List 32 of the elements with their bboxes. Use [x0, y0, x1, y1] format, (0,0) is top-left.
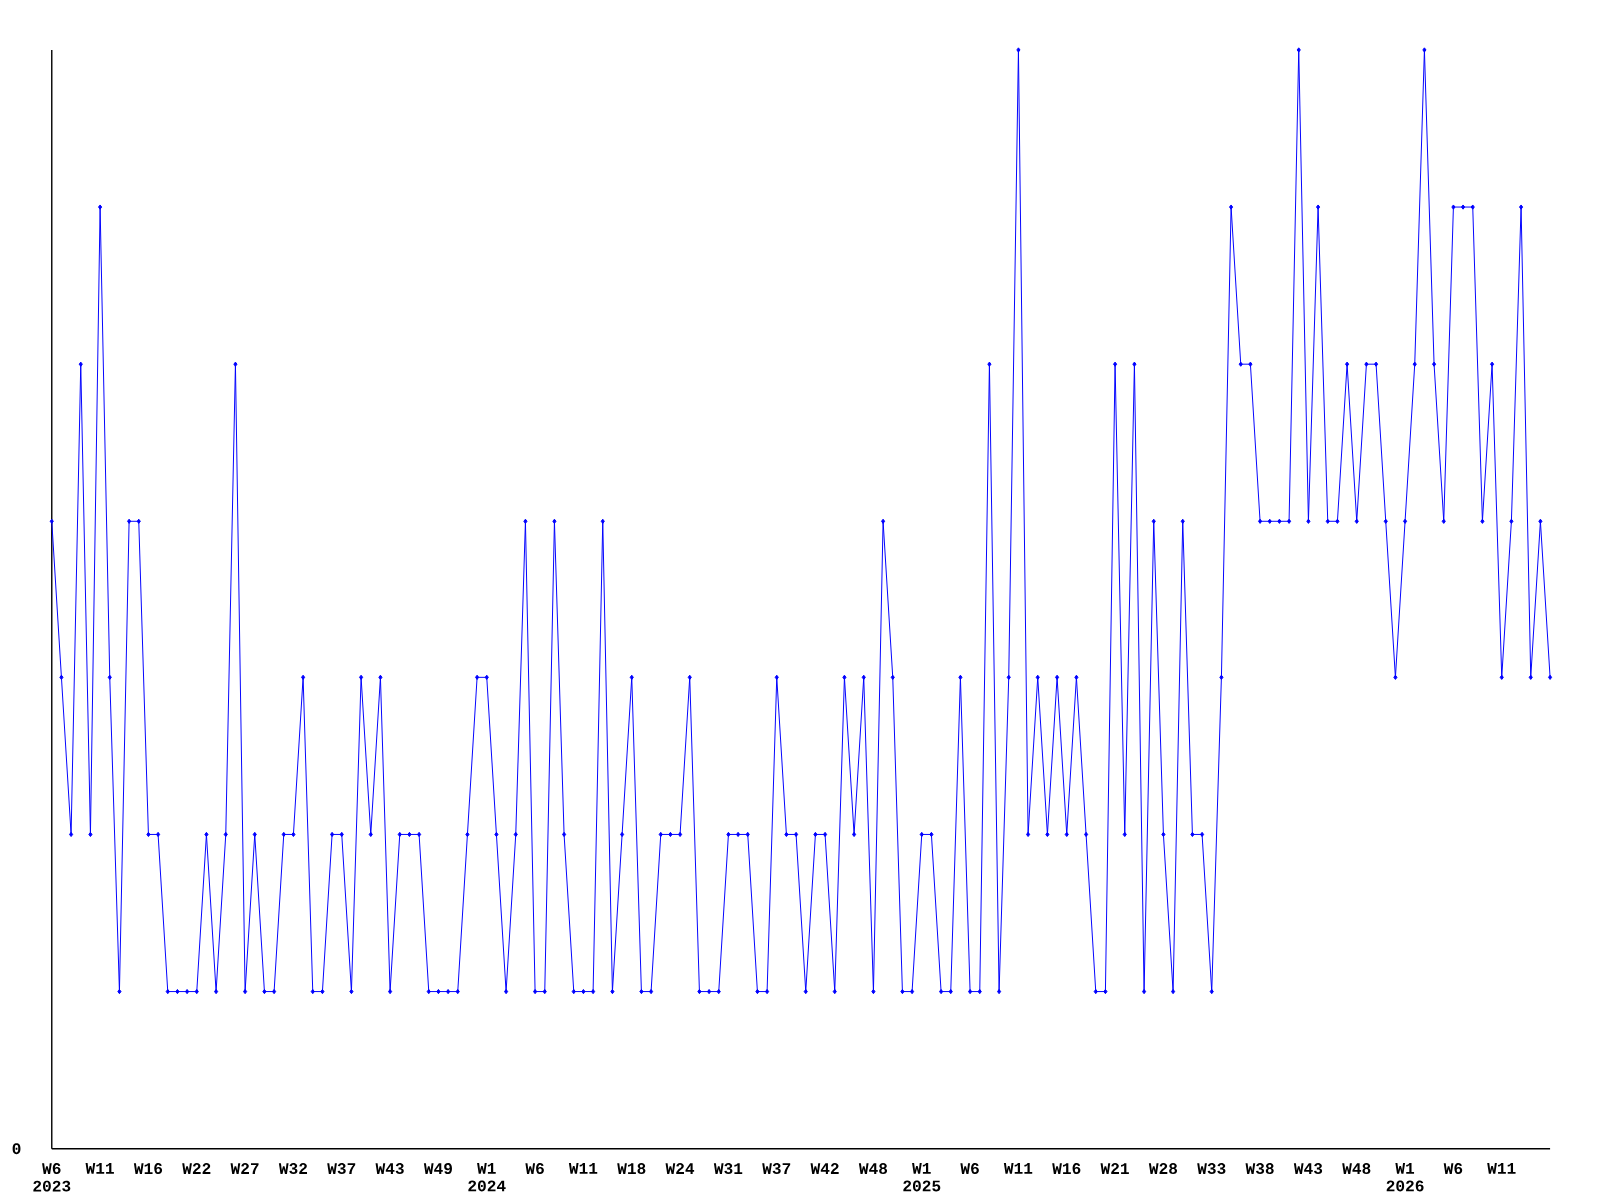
- x-tick-label: W38: [1245, 1162, 1274, 1174]
- x-tick-label: W1 2026: [1386, 1162, 1424, 1192]
- x-tick-label: W18: [617, 1162, 646, 1174]
- x-tick-label: W43: [1293, 1162, 1323, 1174]
- x-tick-label: W21: [1100, 1162, 1129, 1174]
- x-tick-label: W1 2024: [468, 1162, 506, 1192]
- x-tick-label: W37: [327, 1162, 356, 1174]
- x-tick-label: W24: [665, 1162, 695, 1174]
- x-tick-label: W11: [1487, 1162, 1516, 1174]
- x-tick-label: W6: [1443, 1162, 1463, 1174]
- x-tick-label: W6 2023: [33, 1162, 71, 1192]
- x-tick-label: W42: [810, 1162, 839, 1174]
- x-tick-label: W6: [960, 1162, 979, 1174]
- x-tick-label: W11: [1003, 1162, 1033, 1174]
- x-tick-label: W32: [278, 1162, 308, 1174]
- x-tick-label: W43: [375, 1162, 404, 1174]
- x-tick-label: W16: [133, 1162, 163, 1174]
- x-tick-label: W22: [182, 1162, 211, 1174]
- x-tick-label: W48: [858, 1162, 888, 1174]
- x-tick-label: W37: [762, 1162, 791, 1174]
- x-tick-label: W27: [230, 1162, 259, 1174]
- x-tick-label: W11: [85, 1162, 114, 1174]
- x-tick-label: W31: [713, 1162, 743, 1174]
- x-tick-label: W33: [1197, 1162, 1226, 1174]
- x-tick-label: W16: [1052, 1162, 1081, 1174]
- x-tick-label: W1 2025: [903, 1162, 941, 1192]
- x-tick-label: W11: [568, 1162, 598, 1174]
- x-tick-label: W6: [525, 1162, 544, 1174]
- x-tick-label: W49: [423, 1162, 452, 1174]
- text: 0: [12, 1143, 21, 1155]
- x-tick-label: W48: [1342, 1162, 1371, 1174]
- x-tick-label: W28: [1148, 1162, 1178, 1174]
